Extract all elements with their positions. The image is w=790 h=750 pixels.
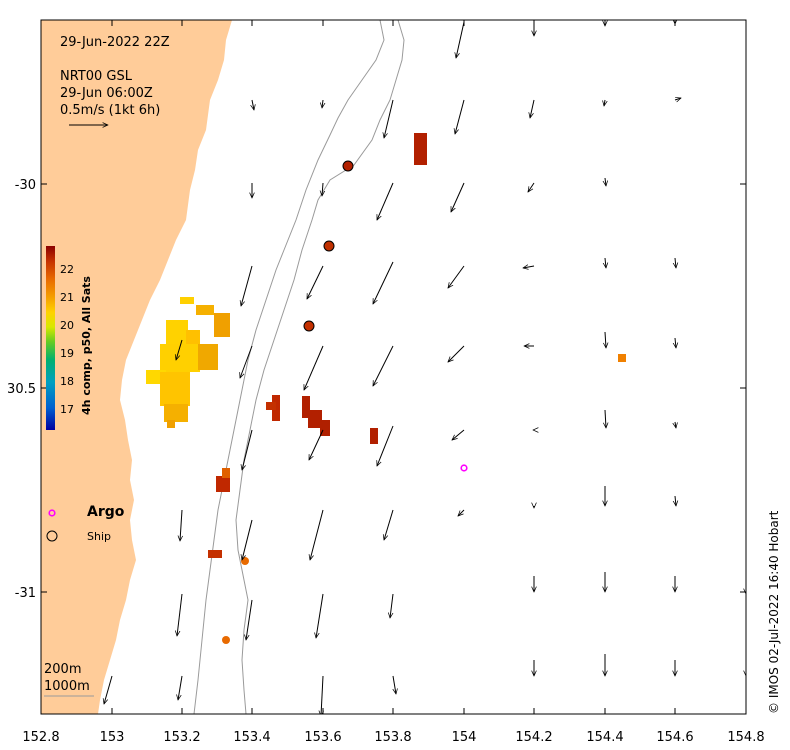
current-vector-arrow [104, 675, 113, 704]
contour-200m [193, 20, 385, 714]
current-vector-arrow [605, 177, 606, 186]
current-vector-arrow [308, 429, 324, 460]
current-vector-arrow [372, 345, 394, 386]
current-vector-arrow [605, 257, 606, 268]
x-tick-label: 154 [452, 730, 477, 745]
current-vector-arrow [303, 345, 324, 390]
current-vector-arrow [448, 265, 465, 288]
current-vector-arrow [674, 98, 681, 100]
y-axis: -30 30.5 -31 [7, 178, 36, 601]
current-vector-arrow [448, 345, 465, 362]
current-vector-arrow [372, 261, 394, 304]
ship-legend-label: Ship [87, 530, 111, 543]
x-tick-label: 152.8 [22, 730, 59, 745]
x-tick-label: 153.4 [233, 730, 270, 745]
colorbar-tick: 18 [60, 375, 74, 388]
colorbar-tick: 17 [60, 403, 74, 416]
current-vector-arrow [458, 509, 465, 516]
colorbar-tick: 19 [60, 347, 74, 360]
land-mass [41, 20, 232, 714]
current-vector-arrow [393, 675, 396, 694]
contour-label-1000m: 1000m [44, 679, 90, 694]
current-vector-arrow [310, 509, 324, 560]
current-vector-arrow [242, 429, 253, 470]
current-vector-arrow [240, 345, 253, 378]
current-vector-arrow [604, 99, 605, 106]
current-vector-arrow [180, 509, 182, 541]
current-vector-arrow [675, 495, 676, 506]
x-tick-label: 154.6 [656, 730, 693, 745]
current-vector-arrow [605, 331, 606, 348]
scale-label: 0.5m/s (1kt 6h) [60, 103, 161, 118]
current-vector-arrow [605, 409, 606, 428]
current-vector-arrow [530, 99, 535, 118]
current-vector-arrow [523, 266, 535, 268]
y-tick-label: -31 [15, 586, 36, 601]
current-vector-arrow [306, 265, 324, 299]
x-tick-label: 154.2 [515, 730, 552, 745]
product-time: 29-Jun 06:00Z [60, 86, 153, 101]
x-axis: 152.8 153 153.2 153.4 153.6 153.8 154 15… [22, 730, 764, 745]
colorbar-tick: 20 [60, 319, 74, 332]
current-vector-arrow [377, 425, 394, 466]
product-label: NRT00 GSL [60, 69, 132, 84]
current-vector-arrow [242, 519, 253, 560]
current-vector-arrow [322, 182, 323, 196]
current-vector-arrow [177, 593, 183, 636]
current-vector-arrow [390, 593, 394, 618]
current-vector-arrow [241, 265, 253, 306]
current-vector-arrow [321, 675, 323, 714]
x-tick-label: 154.8 [727, 730, 764, 745]
x-tick-label: 153.2 [163, 730, 200, 745]
colorbar: 22 21 20 19 18 17 4h comp, p50, All Sats [46, 246, 93, 430]
current-vector-arrow [316, 593, 324, 638]
current-vector-arrow [246, 599, 253, 640]
x-tick-label: 154.4 [586, 730, 623, 745]
y-tick-label: -30 [15, 178, 36, 193]
ship-legend-marker [46, 530, 58, 542]
current-vector-arrow [452, 429, 465, 440]
date-label: 29-Jun-2022 22Z [60, 35, 170, 50]
current-vector-arrow [376, 182, 394, 220]
current-vectors [104, 21, 746, 714]
current-vector-arrow [450, 182, 465, 212]
sst-pixels [146, 133, 626, 558]
colorbar-tick: 21 [60, 291, 74, 304]
colorbar-tick: 22 [60, 263, 74, 276]
contour-label-200m: 200m [44, 662, 82, 677]
argo-legend-marker [48, 509, 56, 517]
y-tick-label: 30.5 [7, 382, 36, 397]
current-vector-arrow [252, 99, 254, 110]
contour-1000m [235, 20, 405, 714]
x-tick-label: 153.6 [304, 730, 341, 745]
current-vector-arrow [384, 99, 394, 138]
current-vector-arrow [675, 421, 676, 428]
current-vector-arrow [178, 675, 183, 700]
current-vector-arrow [675, 257, 676, 268]
colorbar-title: 4h comp, p50, All Sats [80, 276, 93, 415]
x-tick-label: 153 [100, 730, 125, 745]
current-vector-arrow [675, 337, 676, 348]
credit-text: © IMOS 02-Jul-2022 16:40 Hobart [767, 510, 781, 714]
current-vector-arrow [455, 99, 465, 134]
argo-legend-label: Argo [87, 504, 125, 520]
ship-markers [222, 160, 354, 644]
current-vector-arrow [456, 21, 465, 58]
x-tick-label: 153.8 [374, 730, 411, 745]
current-vector-arrow [384, 509, 394, 540]
current-vector-arrow [322, 99, 323, 108]
current-vector-arrow [176, 339, 183, 360]
current-vector-arrow [528, 182, 535, 192]
argo-float-marker [460, 464, 468, 472]
